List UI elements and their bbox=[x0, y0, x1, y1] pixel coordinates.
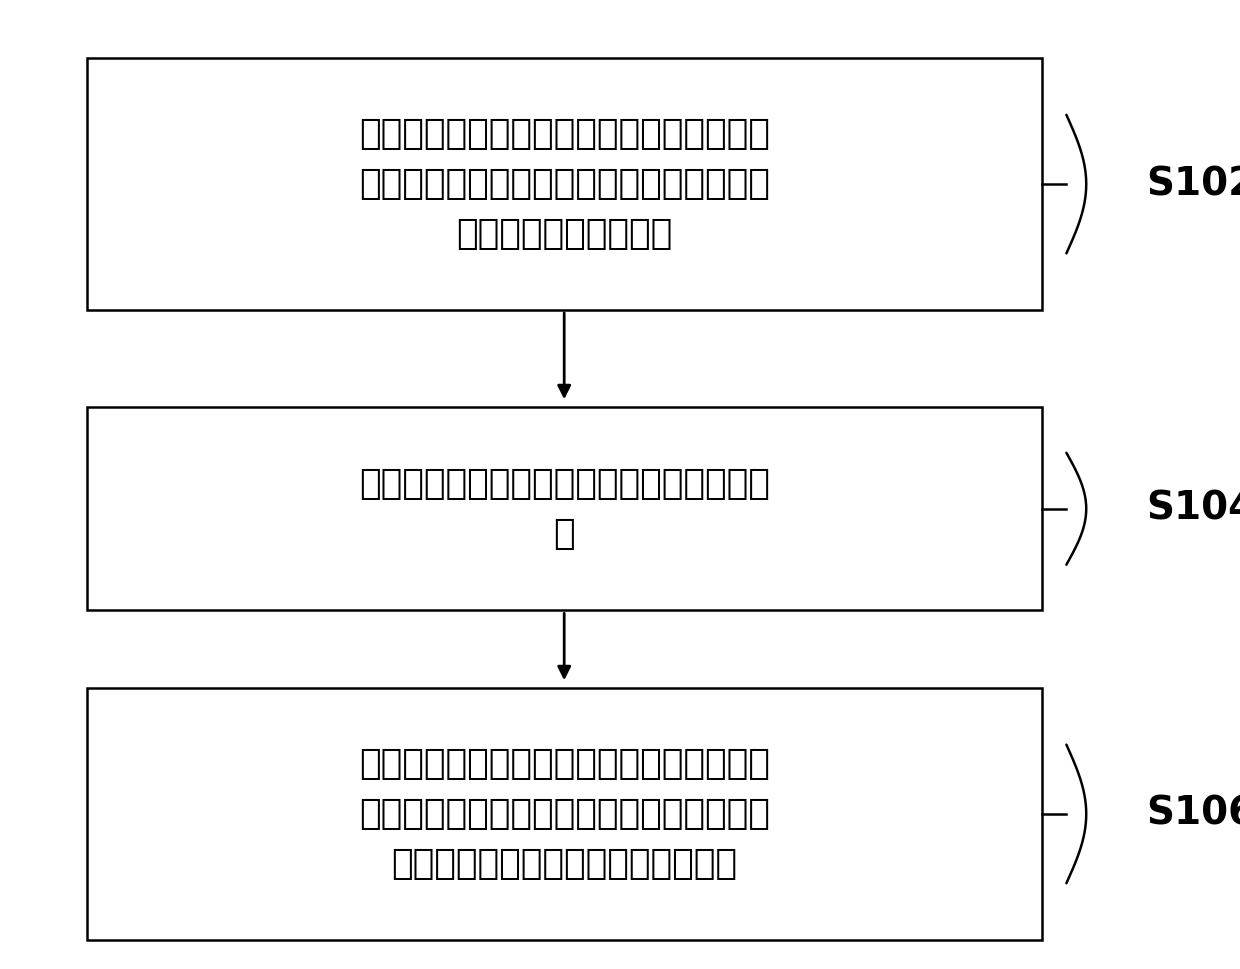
Text: S104: S104 bbox=[1146, 489, 1240, 528]
FancyBboxPatch shape bbox=[87, 688, 1042, 940]
Text: 在按照当前分输时间段对应的第一不均匀系
数进行分输的过程中，获取下一分输时间段
对应的第二不均匀系数: 在按照当前分输时间段对应的第一不均匀系 数进行分输的过程中，获取下一分输时间段 … bbox=[358, 117, 770, 251]
Text: S102: S102 bbox=[1146, 165, 1240, 203]
Text: 将第一不均匀系数和第二不均匀系数进行比
对: 将第一不均匀系数和第二不均匀系数进行比 对 bbox=[358, 467, 770, 550]
FancyBboxPatch shape bbox=[87, 58, 1042, 310]
Text: 在第二不均匀系数大于第一不均匀系数的情
况下，根据第二不均匀系数调整当前分输时
间段内的目标子时间段的不均匀系数: 在第二不均匀系数大于第一不均匀系数的情 况下，根据第二不均匀系数调整当前分输时 … bbox=[358, 747, 770, 881]
Text: S106: S106 bbox=[1146, 795, 1240, 833]
FancyBboxPatch shape bbox=[87, 407, 1042, 610]
